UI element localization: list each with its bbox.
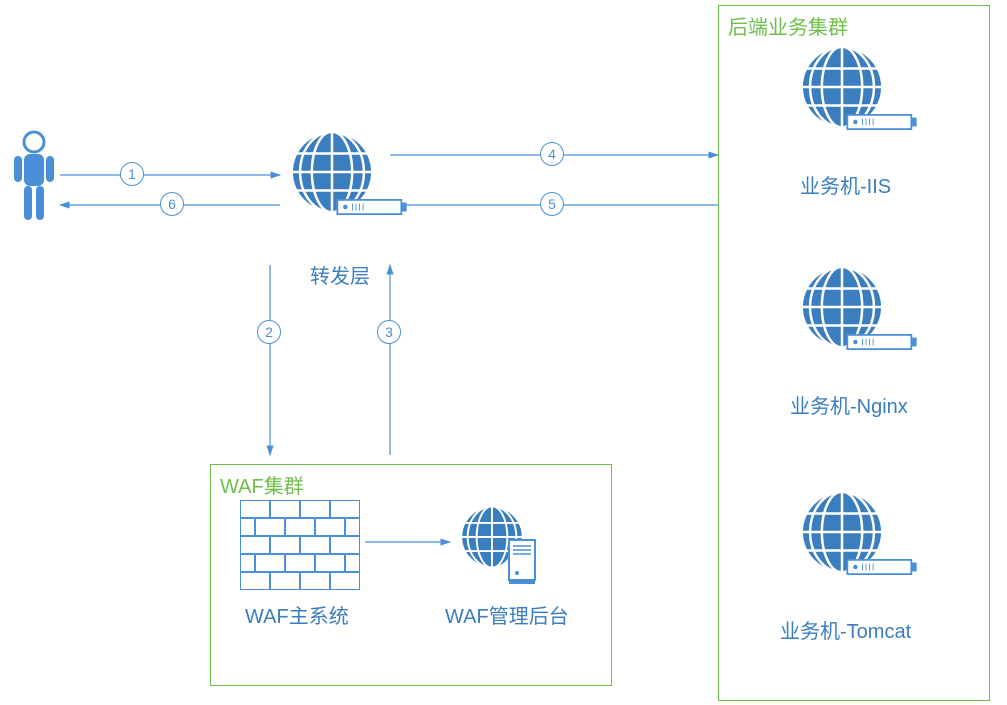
waf-main-label: WAF主系统 <box>245 600 349 629</box>
step-2-badge: 2 <box>257 320 281 344</box>
server-icon <box>336 199 408 215</box>
step-6-badge: 6 <box>160 192 184 216</box>
iis-label: 业务机-IIS <box>800 170 891 199</box>
nginx-label: 业务机-Nginx <box>790 390 908 419</box>
backend-group-title: 后端业务集群 <box>728 11 848 40</box>
server-icon <box>846 559 918 575</box>
forward-label: 转发层 <box>310 260 370 289</box>
waf-group-title: WAF集群 <box>220 470 304 499</box>
step-3-badge: 3 <box>377 320 401 344</box>
tower-server-icon <box>508 539 536 585</box>
waf-admin-label: WAF管理后台 <box>445 600 569 629</box>
step-1-badge: 1 <box>120 162 144 186</box>
server-icon <box>846 114 918 130</box>
firewall-icon <box>240 500 360 590</box>
step-5-badge: 5 <box>540 192 564 216</box>
tomcat-label: 业务机-Tomcat <box>780 615 911 644</box>
server-icon <box>846 334 918 350</box>
step-4-badge: 4 <box>540 142 564 166</box>
person-icon <box>10 130 58 230</box>
